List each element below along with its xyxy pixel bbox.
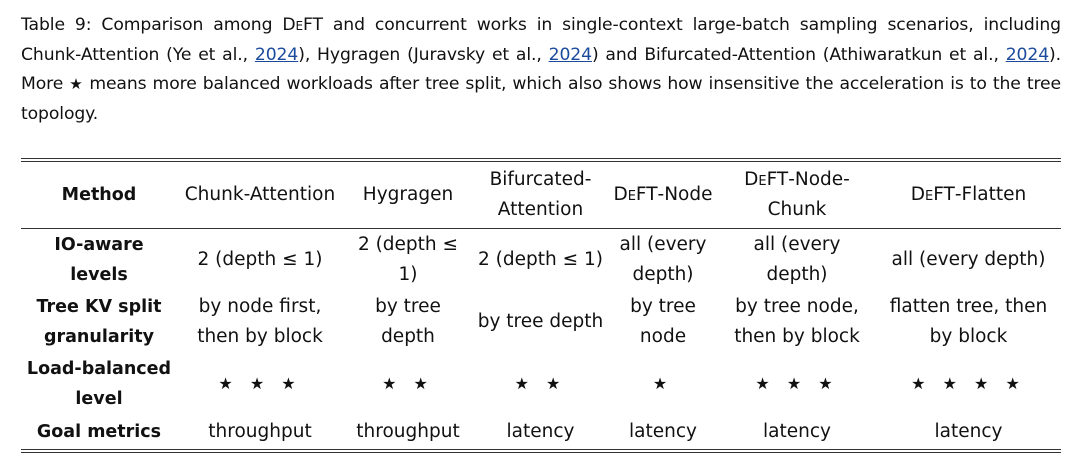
caption-deft: DeFT <box>282 15 323 35</box>
row-label: Load-balanced level <box>26 359 172 409</box>
row-label: Tree KV split granularity <box>36 297 162 347</box>
table-cell: by tree depth <box>375 296 441 347</box>
star-rating: ★ ★ ★ ★ <box>911 374 1026 393</box>
table-row: Goal metrics throughput throughput laten… <box>21 415 1061 448</box>
mid-rule <box>21 228 1061 229</box>
table-cell: by tree node <box>630 296 696 347</box>
caption-part3: ) and Bifurcated-Attention (Athiwaratkun… <box>591 44 1006 65</box>
table-cell: all (every depth) <box>619 234 707 285</box>
bottom-rule <box>21 449 1061 450</box>
header-deft-node-prefix: DeFT <box>613 184 658 205</box>
citation-link-2[interactable]: 2024 <box>548 44 592 65</box>
table-cell: 2 (depth ≤ 1) <box>478 249 603 270</box>
table-cell: by node first, then by block <box>197 296 323 347</box>
table-cell: throughput <box>356 420 460 442</box>
table-cell: by tree depth <box>477 311 604 332</box>
header-deft-node-suffix: -Node <box>657 184 713 205</box>
table-cell: latency <box>629 420 697 442</box>
caption-part4: ). More <box>21 44 1062 95</box>
table-data: IO-aware levels 2 (depth ≤ 1) 2 (depth ≤… <box>21 229 1061 448</box>
header-deft-flatten-suffix: -Flatten <box>954 184 1027 205</box>
row-label: IO-aware levels <box>54 235 144 285</box>
table-cell: all (every depth) <box>753 234 841 285</box>
table-cell: by tree node, then by block <box>734 296 860 347</box>
header-method: Method <box>61 185 137 205</box>
table-caption: Table 9: Comparison among DeFT and concu… <box>21 11 1061 129</box>
caption-prefix: Table 9: Comparison among <box>21 15 283 35</box>
table-cell: 2 (depth ≤ 1) <box>197 249 323 270</box>
table-cell: all (every depth) <box>891 249 1046 270</box>
header-hygragen: Hygragen <box>362 184 454 205</box>
table-body: Method Chunk-Attention Hygragen Bifurcat… <box>21 162 1061 228</box>
header-chunk-attention: Chunk-Attention <box>184 184 336 205</box>
header-deft-node-chunk: DeFT-Node-Chunk <box>718 162 876 228</box>
star-icon: ★ <box>69 75 84 93</box>
row-label: Goal metrics <box>36 421 162 442</box>
header-bifurcated-attention: Bifurcated-Attention <box>489 169 592 220</box>
header-deft-node-chunk-suffix: -Node-Chunk <box>767 169 850 220</box>
table-cell: flatten tree, then by block <box>889 296 1048 347</box>
table-row: Load-balanced level ★ ★ ★ ★ ★ ★ ★ ★ ★ ★ … <box>21 353 1061 415</box>
caption-part1: and concurrent works in single-context l… <box>21 15 1061 65</box>
star-rating: ★ <box>652 374 674 393</box>
caption-part2: ), Hygragen (Juravsky et al., <box>298 44 549 65</box>
header-deft-flatten-prefix: DeFT <box>910 184 955 205</box>
star-rating: ★ ★ <box>514 374 567 393</box>
caption-part5: means more balanced workloads after tree… <box>21 74 1061 124</box>
table-cell: 2 (depth ≤ 1) <box>357 234 459 285</box>
comparison-table: Method Chunk-Attention Hygragen Bifurcat… <box>21 158 1061 453</box>
bottom-rule-2 <box>21 452 1061 453</box>
citation-link-3[interactable]: 2024 <box>1005 44 1050 65</box>
top-rule <box>21 158 1061 159</box>
star-rating: ★ ★ ★ <box>218 374 302 393</box>
header-deft-node: DeFT-Node <box>608 162 718 228</box>
table-row: Tree KV split granularity by node first,… <box>21 291 1061 353</box>
table-cell: latency <box>763 420 831 442</box>
table-cell: latency <box>506 420 575 442</box>
header-deft-node-chunk-prefix: DeFT <box>744 169 789 190</box>
table-cell: latency <box>934 420 1003 442</box>
star-rating: ★ ★ <box>382 374 434 393</box>
table-row: IO-aware levels 2 (depth ≤ 1) 2 (depth ≤… <box>21 229 1061 291</box>
top-rule-2 <box>21 161 1061 162</box>
table-cell: throughput <box>208 420 312 442</box>
header-row: Method Chunk-Attention Hygragen Bifurcat… <box>21 162 1061 228</box>
star-rating: ★ ★ ★ <box>755 374 839 393</box>
header-deft-flatten: DeFT-Flatten <box>876 162 1061 228</box>
citation-link-1[interactable]: 2024 <box>254 44 299 65</box>
